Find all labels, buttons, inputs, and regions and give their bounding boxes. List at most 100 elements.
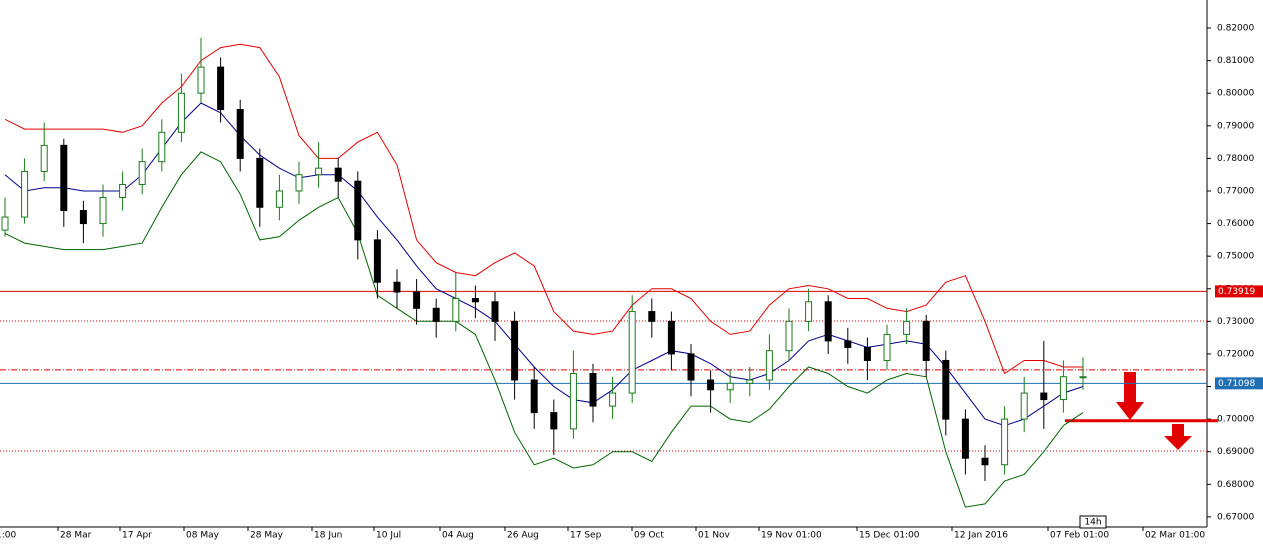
candle-body bbox=[373, 239, 381, 283]
x-tick-label: 07 Feb 01:00 bbox=[1050, 531, 1109, 541]
x-tick-label: 08 May bbox=[186, 531, 220, 541]
x-tick-label: 10 Jul bbox=[376, 531, 401, 541]
candle-body bbox=[609, 392, 617, 407]
candle-body bbox=[1001, 418, 1009, 466]
candle-body bbox=[158, 131, 166, 163]
y-tick-label: 0.67000 bbox=[1217, 512, 1254, 522]
cursor-box bbox=[1079, 515, 1107, 529]
candle-body bbox=[765, 350, 773, 381]
candle-body bbox=[1059, 376, 1067, 401]
candle-body bbox=[236, 109, 244, 159]
candle-body bbox=[922, 320, 930, 361]
y-tick-label: 0.72000 bbox=[1217, 349, 1254, 359]
candle-body bbox=[217, 66, 225, 111]
x-tick-label: 09 Oct bbox=[634, 531, 664, 541]
candle-body bbox=[275, 190, 283, 208]
candle-body bbox=[569, 372, 577, 430]
price-label-box bbox=[1215, 285, 1263, 298]
candle-body bbox=[393, 281, 401, 293]
candle-body bbox=[707, 379, 715, 391]
candle-body bbox=[295, 174, 303, 192]
y-tick-label: 0.79000 bbox=[1217, 121, 1254, 131]
candle-body bbox=[119, 183, 127, 199]
candle-body bbox=[354, 180, 362, 241]
candle-body bbox=[530, 379, 538, 414]
candle-body bbox=[471, 298, 479, 303]
candle-body bbox=[628, 311, 636, 394]
x-tick-label: 01 Nov bbox=[698, 531, 731, 541]
candle-body bbox=[746, 379, 754, 384]
candle-body bbox=[981, 457, 989, 466]
x-tick-label: 12 Jan 2016 bbox=[954, 531, 1008, 541]
candle-body bbox=[21, 170, 29, 218]
candle-body bbox=[413, 291, 421, 309]
candle-body bbox=[687, 353, 695, 381]
x-tick-label: 19 Nov 01:00 bbox=[761, 531, 822, 541]
candle-body bbox=[942, 359, 950, 420]
y-tick-label: 0.75000 bbox=[1217, 252, 1254, 262]
candle-body bbox=[667, 320, 675, 355]
cursor-label: 14h bbox=[1084, 518, 1101, 528]
candle-body bbox=[511, 320, 519, 381]
candle-body bbox=[491, 301, 499, 322]
candle-body bbox=[197, 66, 205, 94]
y-tick-label: 0.81000 bbox=[1217, 56, 1254, 66]
y-tick-label: 0.73000 bbox=[1217, 317, 1254, 327]
y-tick-label: 0.70000 bbox=[1217, 415, 1254, 425]
candle-body bbox=[60, 144, 68, 212]
candle-body bbox=[99, 197, 107, 225]
down-arrow bbox=[1164, 424, 1192, 450]
candle-body bbox=[903, 320, 911, 335]
candle-body bbox=[883, 333, 891, 361]
candle-body bbox=[40, 144, 48, 172]
candle-body bbox=[961, 418, 969, 459]
candle-body bbox=[824, 301, 832, 342]
bollinger-band bbox=[4, 43, 1083, 375]
y-tick-label: 0.69000 bbox=[1217, 447, 1254, 457]
candle-body bbox=[256, 157, 264, 208]
price-label: 0.73919 bbox=[1218, 287, 1255, 297]
candle-body bbox=[432, 307, 440, 322]
x-tick-label: 17 Apr bbox=[122, 531, 152, 541]
x-tick-label: 17 Sep bbox=[570, 531, 602, 541]
y-tick-label: 0.78000 bbox=[1217, 154, 1254, 164]
candle-body bbox=[1020, 392, 1028, 420]
y-tick-label: 0.80000 bbox=[1217, 89, 1254, 99]
x-tick-label: 26 Aug bbox=[507, 531, 539, 541]
candle-body bbox=[177, 92, 185, 133]
candle-body bbox=[138, 161, 146, 185]
candle-body bbox=[315, 167, 323, 176]
down-arrow bbox=[1116, 372, 1144, 420]
y-tick-label: 0.82000 bbox=[1217, 24, 1254, 34]
price-label-box bbox=[1215, 377, 1263, 390]
price-label: 0.71098 bbox=[1218, 379, 1255, 389]
candle-body bbox=[1079, 376, 1087, 379]
x-tick-label: 28 May bbox=[250, 531, 284, 541]
candle-body bbox=[863, 346, 871, 361]
candle-body bbox=[785, 320, 793, 352]
x-tick-label: 28 Mar bbox=[60, 531, 92, 541]
y-tick-label: 0.77000 bbox=[1217, 186, 1254, 196]
x-tick-label: 04 Aug bbox=[442, 531, 474, 541]
candle-body bbox=[1, 216, 9, 231]
candle-body bbox=[452, 298, 460, 322]
candle-body bbox=[589, 372, 597, 407]
x-tick-label: 15 Dec 01:00 bbox=[859, 531, 920, 541]
candle-body bbox=[1040, 392, 1048, 401]
bollinger-band bbox=[4, 151, 1084, 508]
candle-body bbox=[334, 167, 342, 182]
candle-body bbox=[726, 382, 734, 391]
candle-body bbox=[550, 412, 558, 430]
candle-body bbox=[805, 301, 813, 322]
y-tick-label: 0.76000 bbox=[1217, 219, 1254, 229]
candle-body bbox=[844, 340, 852, 348]
candle-body bbox=[648, 311, 656, 322]
x-tick-label: 02 Mar 01:00 bbox=[1145, 531, 1205, 541]
candle-body bbox=[79, 210, 87, 225]
y-tick-label: 0.68000 bbox=[1217, 480, 1254, 490]
x-tick-label: 1:00 bbox=[0, 531, 16, 541]
x-tick-label: 18 Jun bbox=[314, 531, 342, 541]
